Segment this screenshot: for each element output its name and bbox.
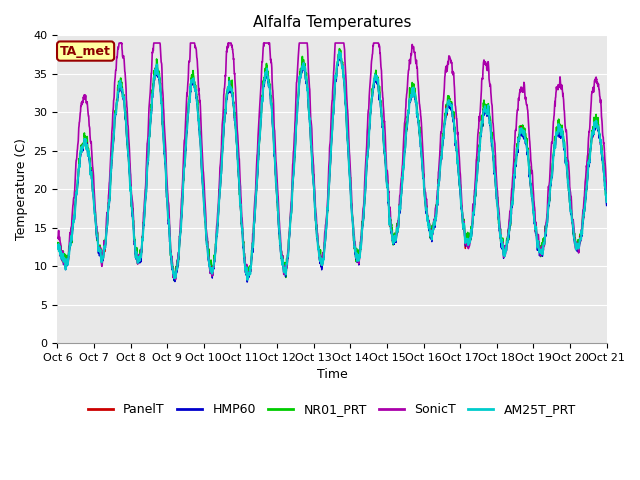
Title: Alfalfa Temperatures: Alfalfa Temperatures <box>253 15 412 30</box>
Legend: PanelT, HMP60, NR01_PRT, SonicT, AM25T_PRT: PanelT, HMP60, NR01_PRT, SonicT, AM25T_P… <box>83 398 580 421</box>
Y-axis label: Temperature (C): Temperature (C) <box>15 138 28 240</box>
Text: TA_met: TA_met <box>60 45 111 58</box>
X-axis label: Time: Time <box>317 368 348 381</box>
